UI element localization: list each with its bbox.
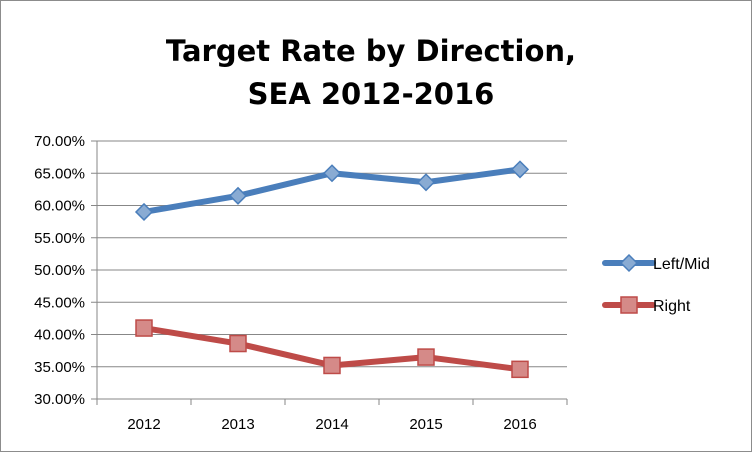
legend-entry-left-mid: Left/Mid [602, 253, 710, 273]
x-tick-label: 2016 [503, 416, 536, 433]
data-point-right [417, 348, 435, 366]
series-right [135, 319, 529, 379]
series-layer [134, 160, 530, 379]
y-tick-label: 50.00% [34, 262, 85, 279]
legend-marker [619, 253, 639, 273]
series-left-mid [134, 160, 530, 222]
data-point-right [135, 319, 153, 337]
axes: 30.00% 35.00% 40.00% 45.00% 50.00% 55.00% 60.0… [34, 133, 568, 433]
y-tick-label: 55.00% [34, 230, 85, 247]
chart-subtitle: SEA 2012-2016 [248, 77, 495, 111]
data-point-left-mid [510, 160, 530, 179]
data-point-right [323, 356, 341, 375]
y-tick-label: 70.00% [34, 133, 85, 150]
y-tick-label: 65.00% [34, 165, 85, 182]
y-tick-label: 40.00% [34, 327, 85, 344]
x-tick-label: 2012 [127, 416, 160, 433]
data-point-left-mid [134, 202, 154, 222]
legend-entry-right: Right [602, 296, 691, 315]
data-point-right [229, 334, 247, 353]
legend-label: Left/Mid [653, 256, 710, 273]
data-point-right [511, 360, 529, 379]
data-point-left-mid [322, 164, 342, 183]
legend-label: Right [653, 298, 691, 315]
data-point-left-mid [416, 173, 436, 192]
x-tick-label: 2014 [315, 416, 348, 433]
y-tick-label: 35.00% [34, 359, 85, 376]
data-point-left-mid [228, 186, 248, 205]
x-tick-label: 2015 [409, 416, 442, 433]
y-tick-label: 60.00% [34, 198, 85, 215]
legend-marker [620, 296, 638, 314]
y-tick-label: 45.00% [34, 294, 85, 311]
legend: Left/Mid Right [602, 253, 710, 315]
x-tick-label: 2013 [221, 416, 254, 433]
y-tick-label: 30.00% [34, 391, 85, 408]
chart-title: Target Rate by Direction, [166, 34, 576, 68]
